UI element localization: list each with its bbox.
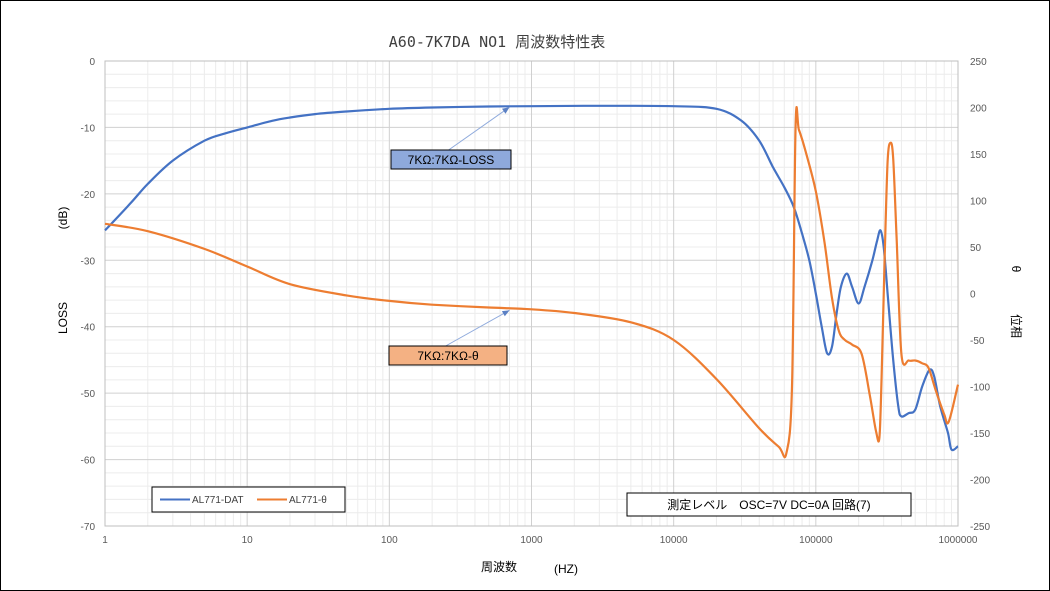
legend-label-al771-dat: AL771-DAT [192, 495, 244, 506]
y-right-tick-label: -50 [970, 336, 985, 347]
y-left-tick-label: -10 [81, 123, 96, 134]
x-axis-unit: (HZ) [554, 562, 578, 576]
y-left-tick-label: -30 [81, 256, 96, 267]
series-line-al771-theta [104, 106, 960, 459]
x-axis-label: 周波数 [481, 559, 517, 574]
x-tick-label: 10000 [660, 535, 688, 546]
y-right-tick-label: 250 [970, 57, 987, 68]
y-right-tick-label: 100 [970, 197, 987, 208]
y-right-axis-symbol: θ [1009, 266, 1023, 273]
y-left-tick-label: -70 [81, 522, 96, 533]
plot-area [104, 60, 959, 527]
y-left-tick-label: -50 [81, 389, 96, 400]
y-left-axis-unit: (dB) [56, 207, 70, 230]
x-tick-label: 1000000 [939, 535, 978, 546]
series-line-al771-dat [104, 104, 959, 452]
info-box [626, 492, 912, 517]
legend: AL771-DAT AL771-θ [151, 486, 346, 513]
chart-title: A60-7K7DA NO1 周波数特性表 [389, 33, 605, 51]
y-right-axis-label: 位相 [1009, 314, 1024, 338]
y-right-tick-label: -250 [970, 522, 990, 533]
annotation-box-loss [390, 149, 512, 170]
y-right-tick-label: 150 [970, 150, 987, 161]
y-right-tick-label: -100 [970, 383, 990, 394]
annotation-arrow-theta [445, 309, 510, 347]
y-right-tick-label: 0 [970, 290, 976, 301]
y-left-axis-label: LOSS [56, 302, 70, 334]
x-tick-label: 1000 [520, 535, 543, 546]
annotation-box-theta [388, 345, 508, 366]
y-right-tick-label: -200 [970, 476, 990, 487]
legend-label-al771-theta: AL771-θ [289, 495, 327, 506]
y-left-tick-label: -20 [81, 190, 96, 201]
annotation-arrowhead-theta [501, 310, 510, 317]
y-right-tick-labels: 250 200 150 100 50 0 -50 -100 -150 -200 -250 [970, 57, 990, 533]
y-left-tick-label: 0 [89, 57, 95, 68]
annotation-label-theta: 7KΩ:7KΩ-θ [417, 349, 479, 363]
annotation-arrowhead-loss [502, 107, 510, 114]
x-tick-label: 100 [381, 535, 398, 546]
y-right-tick-label: 200 [970, 104, 987, 115]
y-right-tick-label: -150 [970, 429, 990, 440]
x-tick-labels: 1 10 100 1000 10000 100000 1000000 [102, 535, 978, 546]
annotation-label-loss: 7KΩ:7KΩ-LOSS [408, 153, 495, 167]
annotation-arrow-loss [448, 106, 510, 151]
info-box-text: 測定レベル OSC=7V DC=0A 回路(7) [667, 497, 870, 512]
y-right-tick-label: 50 [970, 243, 982, 254]
x-tick-label: 10 [242, 535, 254, 546]
y-left-tick-label: -60 [81, 456, 96, 467]
x-tick-label: 100000 [799, 535, 833, 546]
x-tick-label: 1 [102, 535, 108, 546]
y-left-tick-labels: 0 -10 -20 -30 -40 -50 -60 -70 [81, 57, 96, 533]
y-left-tick-label: -40 [81, 323, 96, 334]
